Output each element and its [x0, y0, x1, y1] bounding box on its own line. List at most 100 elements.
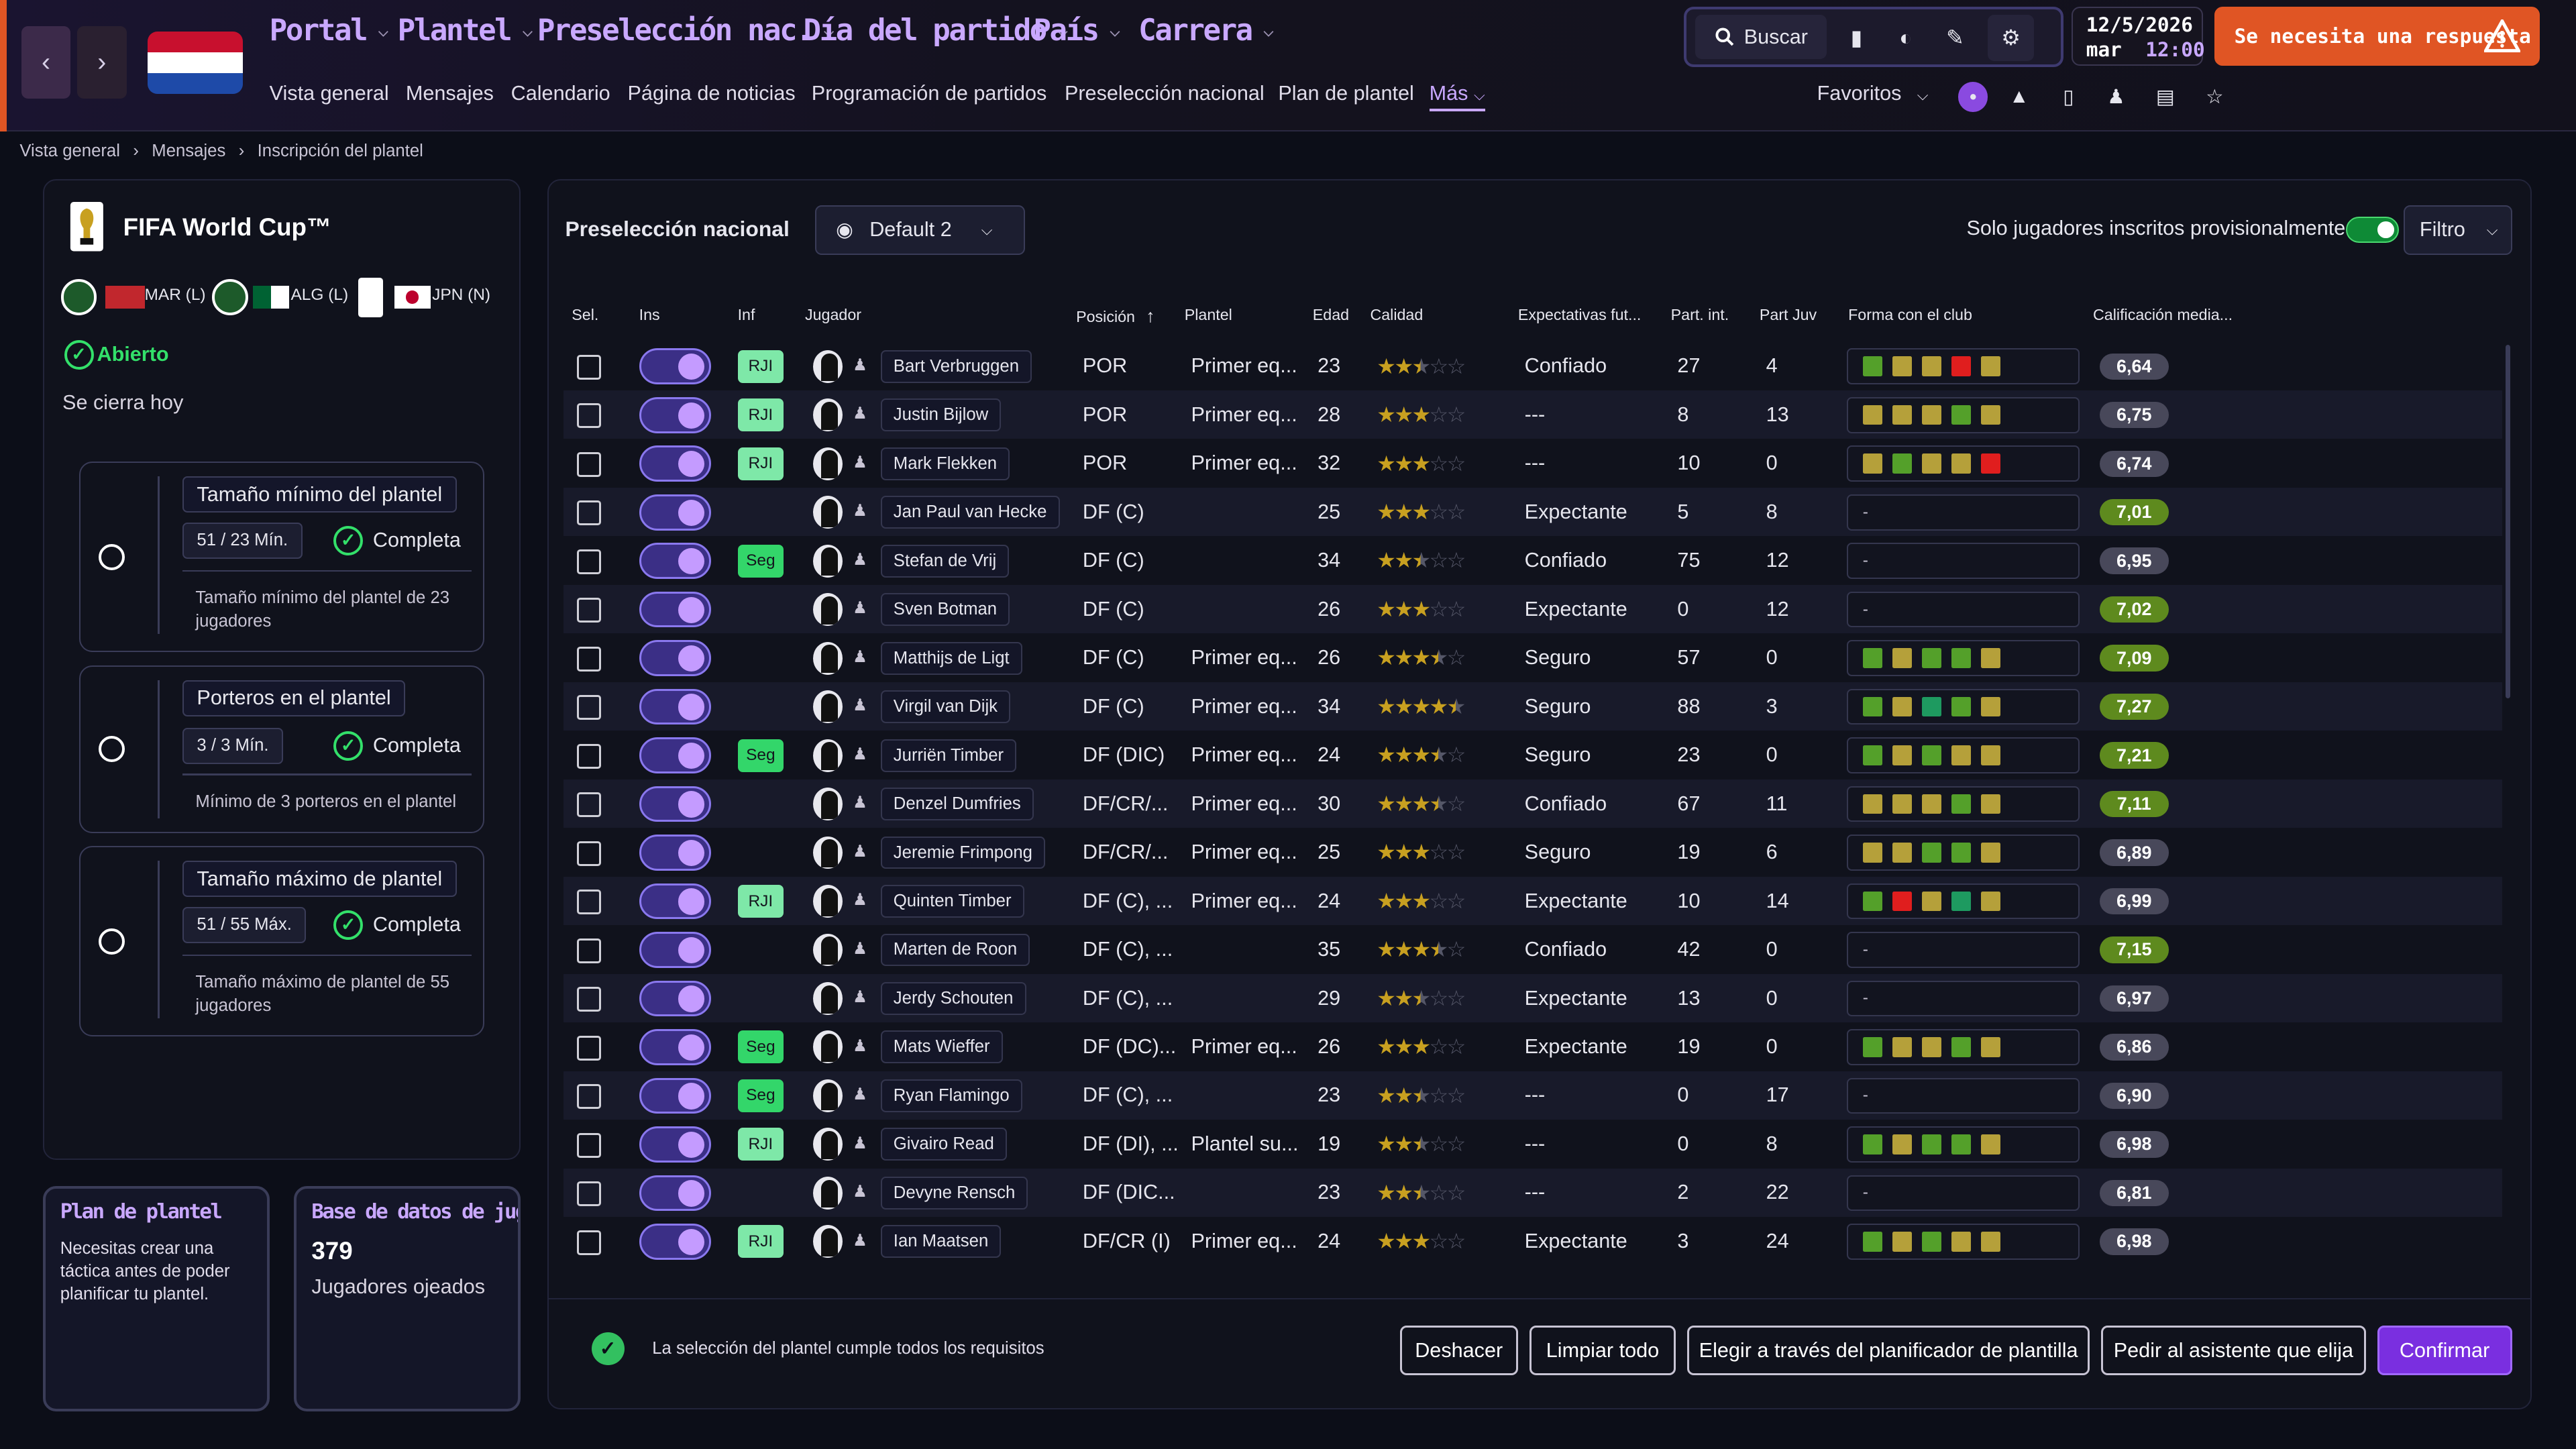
register-toggle[interactable]	[639, 1223, 712, 1260]
player-name[interactable]: Jan Paul van Hecke	[880, 496, 1060, 529]
chat-icon[interactable]: ●	[1958, 82, 1988, 112]
select-checkbox[interactable]	[576, 987, 602, 1012]
ask-assistant-button[interactable]: Pedir al asistente que elija	[2101, 1326, 2366, 1375]
clipboard-icon[interactable]: ▤	[2155, 85, 2175, 108]
gear-icon[interactable]: ⚙	[1988, 15, 2034, 61]
player-name[interactable]: Virgil van Dijk	[880, 690, 1011, 724]
breadcrumb-vista-general[interactable]: Vista general	[19, 141, 120, 160]
table-scrollbar[interactable]	[2505, 345, 2511, 698]
radio-button[interactable]	[98, 928, 125, 955]
player-name[interactable]: Ian Maatsen	[880, 1225, 1002, 1258]
group-team-jpn[interactable]: JPN (N)	[432, 286, 491, 305]
column-club-form[interactable]: Forma con el club	[1848, 305, 1972, 323]
player-name[interactable]: Givairo Read	[880, 1128, 1007, 1161]
player-database-card[interactable]: Base de datos de jugad 379 Jugadores oje…	[294, 1186, 521, 1411]
document-icon[interactable]: ▯	[2063, 85, 2074, 108]
squad-plan-card[interactable]: Plan de plantel Necesitas crear una táct…	[42, 1186, 270, 1411]
player-name[interactable]: Bart Verbruggen	[880, 350, 1032, 383]
netherlands-flag-icon[interactable]	[148, 31, 244, 94]
table-row[interactable]: Seg ♟ Stefan de Vrij DF (C) 34 ★★★☆☆ Con…	[564, 536, 2502, 584]
table-row[interactable]: ♟ Denzel Dumfries DF/CR/... Primer eq...…	[564, 779, 2502, 828]
register-toggle[interactable]	[639, 835, 712, 871]
select-checkbox[interactable]	[576, 695, 602, 720]
select-checkbox[interactable]	[576, 792, 602, 818]
menu-pais[interactable]: País ⌵	[1033, 13, 1120, 48]
select-checkbox[interactable]	[576, 598, 602, 623]
menu-portal[interactable]: Portal ⌵	[269, 13, 389, 48]
register-toggle[interactable]	[639, 786, 712, 822]
register-toggle[interactable]	[639, 1077, 712, 1114]
column-avg-rating[interactable]: Calificación media...	[2093, 305, 2233, 323]
player-name[interactable]: Ryan Flamingo	[880, 1079, 1022, 1112]
radio-button[interactable]	[98, 543, 125, 570]
staff-icon[interactable]: ♟	[2107, 85, 2125, 108]
globe-icon[interactable]: ◐	[1899, 25, 1913, 50]
player-name[interactable]: Mark Flekken	[880, 447, 1010, 480]
forward-button[interactable]: ›	[77, 26, 127, 99]
register-toggle[interactable]	[639, 396, 712, 433]
select-checkbox[interactable]	[576, 403, 602, 429]
subnav-plan[interactable]: Plan de plantel	[1278, 82, 1414, 105]
register-toggle[interactable]	[639, 445, 712, 482]
player-name[interactable]: Marten de Roon	[880, 933, 1030, 967]
subnav-mas[interactable]: Más ⌵	[1429, 82, 1485, 112]
select-checkbox[interactable]	[576, 1181, 602, 1207]
select-checkbox[interactable]	[576, 1132, 602, 1158]
search-button[interactable]: Buscar	[1695, 15, 1827, 60]
register-toggle[interactable]	[639, 932, 712, 968]
select-checkbox[interactable]	[576, 841, 602, 866]
player-name[interactable]: Devyne Rensch	[880, 1176, 1028, 1210]
select-checkbox[interactable]	[576, 890, 602, 915]
bookmark-icon[interactable]: ▮	[1850, 25, 1863, 50]
player-name[interactable]: Mats Wieffer	[880, 1030, 1003, 1064]
register-toggle[interactable]	[639, 591, 712, 628]
table-row[interactable]: Seg ♟ Jurriën Timber DF (DIC) Primer eq.…	[564, 731, 2502, 779]
player-name[interactable]: Jurriën Timber	[880, 739, 1017, 772]
subnav-calendario[interactable]: Calendario	[511, 82, 610, 105]
register-toggle[interactable]	[639, 640, 712, 676]
radio-button[interactable]	[98, 736, 125, 763]
register-toggle[interactable]	[639, 1175, 712, 1212]
table-row[interactable]: RJI ♟ Justin Bijlow POR Primer eq... 28 …	[564, 390, 2502, 439]
select-checkbox[interactable]	[576, 1035, 602, 1061]
select-checkbox[interactable]	[576, 1230, 602, 1255]
subnav-vista-general[interactable]: Vista general	[269, 82, 389, 105]
register-toggle[interactable]	[639, 348, 712, 385]
column-sel[interactable]: Sel.	[572, 305, 599, 323]
table-row[interactable]: RJI ♟ Mark Flekken POR Primer eq... 32 ★…	[564, 439, 2502, 487]
squad-planner-button[interactable]: Elegir a través del planificador de plan…	[1687, 1326, 2090, 1375]
player-name[interactable]: Jeremie Frimpong	[880, 836, 1046, 869]
table-row[interactable]: ♟ Jeremie Frimpong DF/CR/... Primer eq..…	[564, 828, 2502, 876]
table-row[interactable]: RJI ♟ Bart Verbruggen POR Primer eq... 2…	[564, 341, 2502, 390]
select-checkbox[interactable]	[576, 1084, 602, 1110]
register-toggle[interactable]	[639, 737, 712, 773]
register-toggle[interactable]	[639, 543, 712, 579]
column-quality[interactable]: Calidad	[1370, 305, 1424, 323]
table-row[interactable]: Seg ♟ Ryan Flamingo DF (C), ... 23 ★★★☆☆…	[564, 1071, 2502, 1120]
column-youth-caps[interactable]: Part Juv	[1759, 305, 1817, 323]
group-team-alg[interactable]: ALG (L)	[290, 286, 349, 305]
select-checkbox[interactable]	[576, 354, 602, 380]
table-row[interactable]: ♟ Devyne Rensch DF (DIC... 23 ★★★☆☆ --- …	[564, 1168, 2502, 1218]
respond-button[interactable]: Se necesita una respuesta	[2214, 6, 2540, 66]
register-toggle[interactable]	[639, 980, 712, 1017]
date-time-box[interactable]: 12/5/2026 mar 12:00	[2072, 6, 2205, 66]
select-checkbox[interactable]	[576, 743, 602, 769]
provisional-only-toggle[interactable]	[2346, 217, 2399, 244]
select-checkbox[interactable]	[576, 646, 602, 672]
select-checkbox[interactable]	[576, 938, 602, 963]
column-player[interactable]: Jugador	[805, 305, 862, 323]
register-toggle[interactable]	[639, 688, 712, 725]
table-row[interactable]: Seg ♟ Mats Wieffer DF (DC)... Primer eq.…	[564, 1022, 2502, 1071]
table-row[interactable]: RJI ♟ Ian Maatsen DF/CR (I) Primer eq...…	[564, 1217, 2502, 1265]
table-row[interactable]: ♟ Jan Paul van Hecke DF (C) 25 ★★★☆☆ Exp…	[564, 487, 2502, 537]
column-squad[interactable]: Plantel	[1184, 305, 1232, 323]
shirt-icon[interactable]: ▲	[2009, 85, 2029, 108]
register-toggle[interactable]	[639, 494, 712, 531]
table-row[interactable]: ♟ Virgil van Dijk DF (C) Primer eq... 34…	[564, 682, 2502, 731]
undo-button[interactable]: Deshacer	[1399, 1326, 1518, 1375]
menu-preseleccion[interactable]: Preselección nac. ⌵	[537, 13, 835, 48]
subnav-programacion[interactable]: Programación de partidos	[811, 82, 1047, 105]
register-toggle[interactable]	[639, 1029, 712, 1065]
column-inf[interactable]: Inf	[737, 305, 755, 323]
